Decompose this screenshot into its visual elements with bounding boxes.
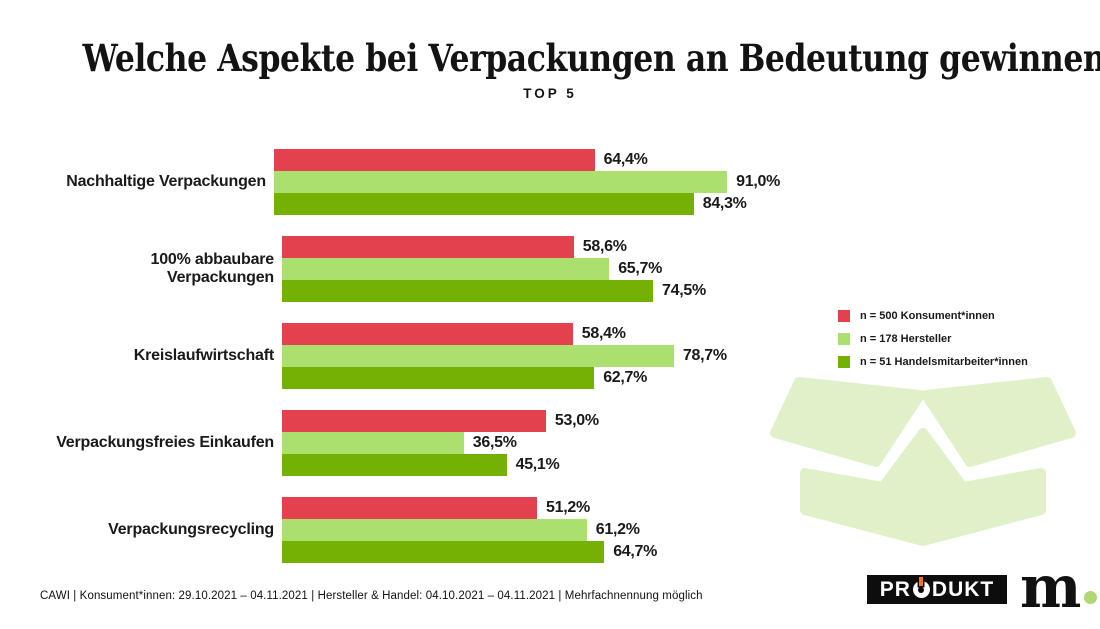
bar-row: 74,5% [282, 280, 706, 302]
bar [282, 280, 653, 302]
bar-row: 62,7% [282, 367, 727, 389]
bar [282, 367, 595, 389]
bar-row: 64,4% [273, 149, 780, 171]
bar [282, 497, 537, 519]
bar [282, 519, 587, 541]
bar-value-label: 53,0% [554, 412, 599, 429]
category-group: Nachhaltige Verpackungen 64,4% 91,0% 84,3% [40, 149, 780, 215]
o-center-dot-icon [918, 586, 925, 593]
bar-value-label: 61,2% [595, 521, 640, 538]
bar [273, 149, 595, 171]
bar-stack: 53,0% 36,5% 45,1% [282, 410, 599, 476]
bar [282, 432, 464, 454]
bar [282, 236, 574, 258]
bar [273, 171, 728, 193]
produkt-logo-text-right: DUKT [931, 578, 995, 601]
bar-stack: 64,4% 91,0% 84,3% [273, 149, 780, 215]
bar-row: 84,3% [273, 193, 780, 215]
bar-row: 78,7% [282, 345, 727, 367]
bar [282, 454, 507, 476]
category-label: Kreislaufwirtschaft [133, 347, 274, 365]
bar [282, 410, 546, 432]
source-note: CAWI | Konsument*innen: 29.10.2021 – 04.… [40, 590, 703, 602]
legend-item: n = 51 Handelsmitarbeiter*innen [838, 355, 1028, 368]
legend-label: n = 500 Konsument*innen [860, 309, 995, 322]
category-group: Verpackungsrecycling 51,2% 61,2% 64,7% [40, 497, 780, 563]
legend-item: n = 178 Hersteller [838, 332, 1028, 345]
bar-value-label: 78,7% [682, 347, 727, 364]
bar-value-label: 91,0% [736, 173, 780, 190]
legend-swatch-icon [838, 355, 850, 368]
bar-stack: 58,4% 78,7% 62,7% [282, 323, 727, 389]
m-logo-dot-icon [1084, 591, 1098, 604]
bar-value-label: 74,5% [662, 282, 706, 299]
orange-tick-icon [919, 577, 924, 586]
bar-value-label: 64,4% [603, 151, 648, 168]
bar-row: 64,7% [282, 541, 657, 563]
bar [273, 193, 694, 215]
page-title: Welche Aspekte bei Verpackungen an Bedeu… [82, 36, 1100, 80]
category-label: Nachhaltige Verpackungen [66, 173, 266, 191]
category-group: Verpackungsfreies Einkaufen 53,0% 36,5% 45,… [40, 410, 780, 476]
m-logo: m [1020, 553, 1098, 621]
m-logo-letter: m [1020, 553, 1082, 621]
bar-row: 51,2% [282, 497, 657, 519]
legend-label: n = 178 Hersteller [860, 332, 952, 345]
bar-row: 65,7% [282, 258, 706, 280]
category-label: Verpackungsfreies Einkaufen [56, 434, 274, 452]
bar-stack: 51,2% 61,2% 64,7% [282, 497, 657, 563]
bar-value-label: 62,7% [603, 369, 648, 386]
legend-label: n = 51 Handelsmitarbeiter*innen [860, 355, 1028, 368]
bar-value-label: 64,7% [613, 543, 658, 560]
bar-row: 45,1% [282, 454, 599, 476]
bar-stack: 58,6% 65,7% 74,5% [282, 236, 706, 302]
bar [282, 323, 573, 345]
bar-row: 58,4% [282, 323, 727, 345]
produkt-logo-text-left: PR [879, 578, 911, 601]
bar-row: 91,0% [273, 171, 780, 193]
bar-value-label: 36,5% [472, 434, 517, 451]
bar-value-label: 58,6% [582, 238, 627, 255]
bar [282, 541, 605, 563]
bar-value-label: 58,4% [581, 325, 626, 342]
legend-item: n = 500 Konsument*innen [838, 309, 1028, 322]
category-group: 100% abbaubare Verpackungen 58,6% 65,7% 74,… [40, 236, 780, 302]
bar-chart: Nachhaltige Verpackungen 64,4% 91,0% 84,3% 1… [40, 149, 780, 584]
legend: n = 500 Konsument*innen n = 178 Herstelle… [838, 309, 1028, 368]
bar-row: 53,0% [282, 410, 599, 432]
legend-swatch-icon [838, 309, 850, 322]
bar-value-label: 65,7% [618, 260, 663, 277]
bar-value-label: 45,1% [515, 456, 560, 473]
bar [282, 258, 610, 280]
bar-row: 58,6% [282, 236, 706, 258]
open-box-icon [770, 377, 1076, 546]
category-group: Kreislaufwirtschaft 58,4% 78,7% 62,7% [40, 323, 780, 389]
bar-row: 36,5% [282, 432, 599, 454]
power-button-o-icon [912, 577, 930, 598]
bar-value-label: 84,3% [702, 195, 747, 212]
legend-swatch-icon [838, 332, 850, 345]
bar-row: 61,2% [282, 519, 657, 541]
bar [282, 345, 674, 367]
produkt-logo: PR DUKT [867, 575, 1007, 604]
category-label: 100% abbaubare Verpackungen [150, 251, 275, 286]
bar-value-label: 51,2% [546, 499, 590, 516]
page-subtitle: TOP 5 [523, 86, 577, 101]
category-label: Verpackungsrecycling [108, 521, 274, 539]
